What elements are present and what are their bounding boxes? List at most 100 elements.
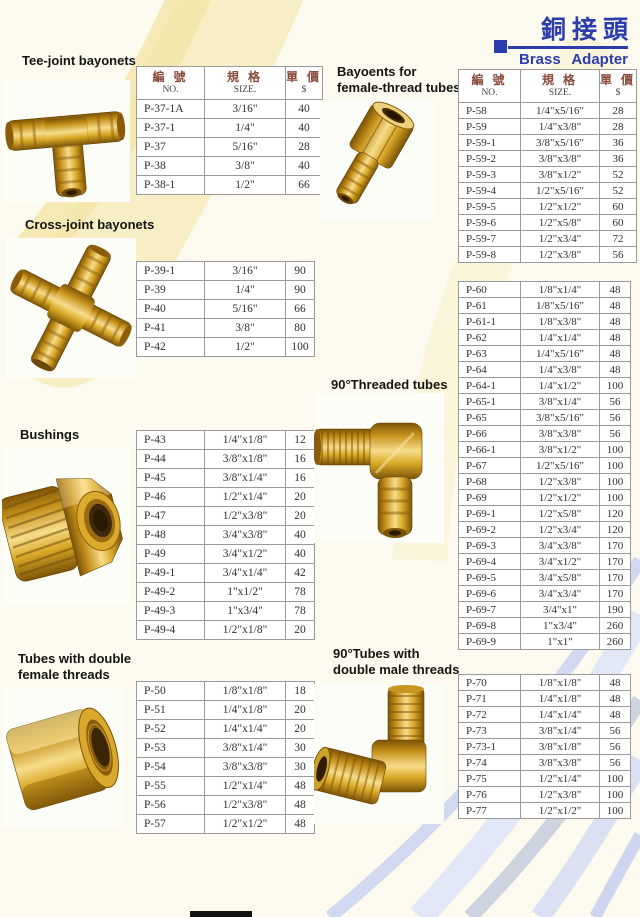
product-size: 5/16"	[204, 137, 286, 157]
product-price: 48	[599, 329, 631, 346]
product-row: P-77 1/2"x1/2" 100	[458, 802, 631, 819]
product-row: P-57 1/2"x1/2" 48	[136, 814, 315, 834]
product-no: P-73	[458, 722, 521, 739]
table-header-row: 編 號 NO. 規 格 SIZE. 單 價 $	[458, 69, 638, 103]
product-size: 1/4"x5/16"	[520, 102, 600, 119]
product-row: P-69 1/2"x1/2" 100	[458, 489, 631, 506]
product-row: P-46 1/2"x1/4" 20	[136, 487, 315, 507]
product-no: P-53	[136, 738, 205, 758]
product-price: 90	[285, 280, 315, 300]
elbow-photo	[314, 393, 444, 543]
price-table: P-70 1/8"x1/8" 48 P-71 1/4"x1/8" 48 P-72 1/4"x1…	[458, 674, 631, 819]
product-no: P-59	[458, 118, 521, 135]
brand-square-icon	[494, 40, 507, 53]
product-row: P-69-7 3/4"x1" 190	[458, 601, 631, 618]
product-row: P-49-3 1"x3/4" 78	[136, 601, 315, 621]
product-row: P-69-5 3/4"x5/8" 170	[458, 569, 631, 586]
product-size: 1/2"x5/16"	[520, 457, 600, 474]
product-no: P-49-3	[136, 601, 205, 621]
product-size: 3/8"x1/4"	[520, 393, 600, 410]
product-price: 90	[285, 261, 315, 281]
product-size: 1/8"x5/16"	[520, 297, 600, 314]
product-size: 1/2"x3/8"	[520, 246, 600, 263]
product-row: P-54 3/8"x3/8" 30	[136, 757, 315, 777]
product-price: 42	[285, 563, 315, 583]
product-no: P-69-9	[458, 633, 521, 650]
product-price: 48	[285, 776, 315, 796]
product-row: P-61 1/8"x5/16" 48	[458, 297, 631, 314]
product-price: 60	[598, 198, 638, 215]
product-price: 120	[599, 521, 631, 538]
product-size: 1/4"x1/8"	[204, 430, 286, 450]
product-no: P-69-2	[458, 521, 521, 538]
product-no: P-45	[136, 468, 205, 488]
product-no: P-62	[458, 329, 521, 346]
product-size: 1/8"x3/8"	[520, 313, 600, 330]
product-no: P-37-1A	[136, 99, 205, 119]
product-size: 1"x1"	[520, 633, 600, 650]
product-size: 1"x1/2"	[204, 582, 286, 602]
product-size: 3/8"x3/8"	[520, 150, 600, 167]
product-no: P-65	[458, 409, 521, 426]
product-row: P-59-1 3/8"x5/16" 36	[458, 134, 638, 151]
product-size: 3/4"x3/4"	[520, 585, 600, 602]
product-price: 40	[284, 156, 324, 176]
product-row: P-69-4 3/4"x1/2" 170	[458, 553, 631, 570]
brand-underline	[494, 40, 628, 53]
product-row: P-37 5/16" 28	[136, 137, 324, 157]
product-size: 1/8"x1/8"	[520, 674, 600, 691]
product-price: 20	[285, 700, 315, 720]
product-row: P-51 1/4"x1/8" 20	[136, 700, 315, 720]
product-price: 190	[599, 601, 631, 618]
section-title: Tubes with double female threads	[18, 651, 132, 682]
product-price: 100	[599, 377, 631, 394]
product-row: P-40 5/16" 66	[136, 299, 315, 319]
product-row: P-41 3/8" 80	[136, 318, 315, 338]
product-no: P-68	[458, 473, 521, 490]
product-no: P-44	[136, 449, 205, 469]
product-no: P-66	[458, 425, 521, 442]
table-header-row: 編 號 NO. 規 格 SIZE. 單 價 $	[136, 66, 324, 100]
product-size: 1/4"	[204, 280, 286, 300]
product-no: P-74	[458, 754, 521, 771]
product-row: P-42 1/2" 100	[136, 337, 315, 357]
product-price: 170	[599, 537, 631, 554]
product-no: P-61-1	[458, 313, 521, 330]
product-no: P-63	[458, 345, 521, 362]
product-price: 48	[599, 706, 631, 723]
product-row: P-64 1/4"x3/8" 48	[458, 361, 631, 378]
product-row: P-58 1/4"x5/16" 28	[458, 102, 638, 119]
product-no: P-59-6	[458, 214, 521, 231]
product-no: P-48	[136, 525, 205, 545]
product-no: P-40	[136, 299, 205, 319]
product-price: 56	[599, 393, 631, 410]
product-price: 20	[285, 506, 315, 526]
product-row: P-59-4 1/2"x5/16" 52	[458, 182, 638, 199]
product-size: 3/8"x5/16"	[520, 409, 600, 426]
product-row: P-49-4 1/2"x1/8" 20	[136, 620, 315, 640]
product-price: 100	[285, 337, 315, 357]
brand-title-zh: 銅接頭	[540, 17, 634, 44]
product-size: 1/4"x1/4"	[520, 706, 600, 723]
product-price: 260	[599, 633, 631, 650]
product-size: 1/4"	[204, 118, 286, 138]
product-no: P-73-1	[458, 738, 521, 755]
product-price: 40	[284, 99, 324, 119]
product-no: P-59-4	[458, 182, 521, 199]
product-size: 1/4"x1/4"	[520, 329, 600, 346]
product-row: P-59-8 1/2"x3/8" 56	[458, 246, 638, 263]
product-size: 3/8"	[204, 156, 286, 176]
product-row: P-65-1 3/8"x1/4" 56	[458, 393, 631, 410]
product-size: 1/2"x1/2"	[204, 814, 286, 834]
product-row: P-37-1A 3/16" 40	[136, 99, 324, 119]
product-price: 40	[285, 544, 315, 564]
section-title: Tee-joint bayonets	[22, 53, 136, 68]
product-no: P-49-1	[136, 563, 205, 583]
product-size: 1/2"x3/4"	[520, 521, 600, 538]
product-no: P-64-1	[458, 377, 521, 394]
product-size: 3/4"x1/2"	[204, 544, 286, 564]
product-row: P-62 1/4"x1/4" 48	[458, 329, 631, 346]
product-size: 3/4"x3/8"	[520, 537, 600, 554]
product-row: P-38 3/8" 40	[136, 156, 324, 176]
section-title: 90°Threaded tubes	[331, 377, 448, 392]
